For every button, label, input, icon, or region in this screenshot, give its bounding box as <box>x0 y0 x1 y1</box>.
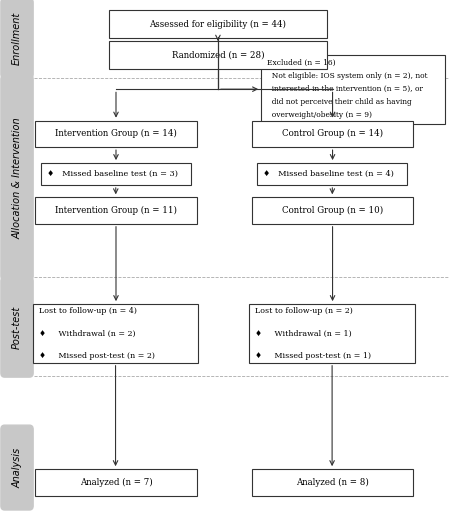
FancyBboxPatch shape <box>35 469 197 496</box>
Text: Excluded (n = 16): Excluded (n = 16) <box>267 59 336 67</box>
Text: ♦     Withdrawal (n = 1): ♦ Withdrawal (n = 1) <box>255 330 352 337</box>
Text: Not eligible: IOS system only (n = 2), not: Not eligible: IOS system only (n = 2), n… <box>267 72 428 80</box>
FancyBboxPatch shape <box>109 10 327 38</box>
Text: Lost to follow-up (n = 2): Lost to follow-up (n = 2) <box>255 307 353 315</box>
Text: Post-test: Post-test <box>12 306 22 349</box>
FancyBboxPatch shape <box>41 163 191 185</box>
FancyBboxPatch shape <box>249 304 415 363</box>
Text: ♦     Missed post-test (n = 1): ♦ Missed post-test (n = 1) <box>255 352 371 360</box>
Text: interested in the intervention (n = 5), or: interested in the intervention (n = 5), … <box>267 85 423 93</box>
Text: Allocation & Intervention: Allocation & Intervention <box>12 117 22 239</box>
FancyBboxPatch shape <box>1 425 33 510</box>
FancyBboxPatch shape <box>252 197 413 224</box>
Text: Intervention Group (n = 11): Intervention Group (n = 11) <box>55 206 177 215</box>
Text: Control Group (n = 14): Control Group (n = 14) <box>282 129 383 138</box>
FancyBboxPatch shape <box>33 304 198 363</box>
FancyBboxPatch shape <box>1 75 33 280</box>
Text: Analyzed (n = 8): Analyzed (n = 8) <box>296 478 369 487</box>
Text: Intervention Group (n = 14): Intervention Group (n = 14) <box>55 129 177 138</box>
FancyBboxPatch shape <box>35 197 197 224</box>
Text: Analyzed (n = 7): Analyzed (n = 7) <box>79 478 153 487</box>
FancyBboxPatch shape <box>257 163 407 185</box>
Text: Control Group (n = 10): Control Group (n = 10) <box>282 206 383 215</box>
FancyBboxPatch shape <box>261 55 445 124</box>
Text: Randomized (n = 28): Randomized (n = 28) <box>172 51 264 59</box>
Text: did not perceive their child as having: did not perceive their child as having <box>267 98 412 106</box>
FancyBboxPatch shape <box>252 121 413 147</box>
Text: ♦   Missed baseline test (n = 4): ♦ Missed baseline test (n = 4) <box>263 170 394 178</box>
FancyBboxPatch shape <box>35 121 197 147</box>
Text: Lost to follow-up (n = 4): Lost to follow-up (n = 4) <box>39 307 137 315</box>
Text: Assessed for eligibility (n = 44): Assessed for eligibility (n = 44) <box>149 19 286 29</box>
FancyBboxPatch shape <box>109 41 327 69</box>
Text: ♦     Withdrawal (n = 2): ♦ Withdrawal (n = 2) <box>39 330 135 337</box>
Text: Analysis: Analysis <box>12 448 22 487</box>
FancyBboxPatch shape <box>252 469 413 496</box>
Text: overweight/obesity (n = 9): overweight/obesity (n = 9) <box>267 111 372 120</box>
Text: ♦   Missed baseline test (n = 3): ♦ Missed baseline test (n = 3) <box>47 170 178 178</box>
FancyBboxPatch shape <box>1 0 33 78</box>
Text: ♦     Missed post-test (n = 2): ♦ Missed post-test (n = 2) <box>39 352 155 360</box>
Text: Enrollment: Enrollment <box>12 12 22 65</box>
FancyBboxPatch shape <box>1 277 33 377</box>
